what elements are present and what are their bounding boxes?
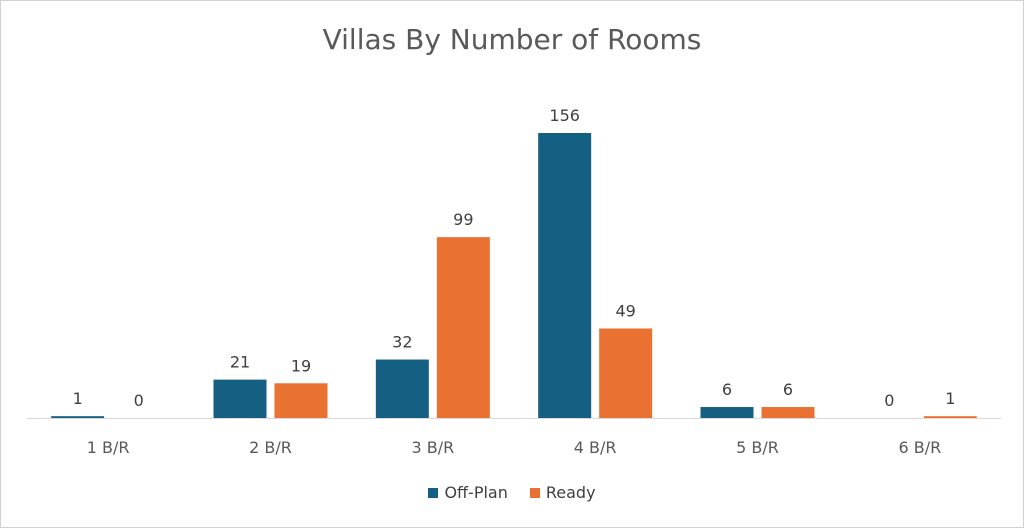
legend: Off-Plan Ready [1,483,1023,502]
data-label: 32 [392,333,412,352]
bar-off-plan-1-b-r [51,416,105,418]
data-label: 6 [783,380,793,399]
bar-off-plan-3-b-r [375,359,429,418]
legend-item-ready: Ready [529,483,596,502]
bar-ready-4-b-r [599,328,653,418]
bar-ready-5-b-r [761,407,815,418]
legend-label-ready: Ready [545,483,596,502]
data-label: 0 [134,391,144,410]
data-label: 99 [453,210,473,229]
data-label: 19 [291,356,311,375]
bar-ready-3-b-r [436,237,490,418]
x-tick-label: 3 B/R [411,438,454,457]
data-label: 49 [615,301,635,320]
x-tick-label: 1 B/R [87,438,130,457]
x-tick-label: 2 B/R [249,438,292,457]
x-tick-label: 4 B/R [574,438,617,457]
data-label: 1 [73,389,83,408]
bar-ready-2-b-r [274,383,328,418]
legend-swatch-off-plan [428,487,439,498]
bar-ready-6-b-r [923,416,977,418]
bar-off-plan-5-b-r [700,407,754,418]
data-label: 1 [945,389,955,408]
legend-label-off-plan: Off-Plan [444,483,508,502]
data-label: 21 [230,353,250,372]
x-tick-label: 5 B/R [736,438,779,457]
bar-off-plan-2-b-r [213,379,267,418]
data-label: 6 [722,380,732,399]
chart-title: Villas By Number of Rooms [322,23,702,56]
legend-item-off-plan: Off-Plan [428,483,508,502]
x-tick-label: 6 B/R [898,438,941,457]
bar-off-plan-4-b-r [538,133,592,418]
data-label: 0 [884,391,894,410]
data-label: 156 [549,106,580,125]
legend-swatch-ready [529,487,540,498]
